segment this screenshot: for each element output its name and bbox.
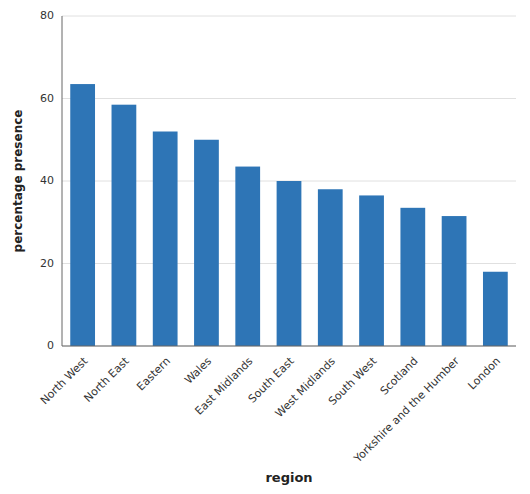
- grid-line: [62, 16, 516, 17]
- x-tick-label: North West: [38, 354, 91, 407]
- y-axis-label: percentage presence: [11, 110, 25, 253]
- y-tick-label: 60: [40, 92, 54, 105]
- x-tick-label: East Midlands: [192, 354, 255, 417]
- x-tick-label: Scotland: [378, 355, 421, 398]
- grid: [62, 16, 516, 346]
- y-tick-label: 80: [40, 9, 54, 22]
- x-tick-label: Eastern: [134, 355, 173, 394]
- chart: 0 20 40 60 80 North WestNorth EastEastern Wale…: [0, 0, 530, 494]
- y-axis: [62, 16, 63, 346]
- x-tick-label: Wales: [182, 354, 214, 386]
- x-axis-label: region: [265, 470, 312, 485]
- bar: [153, 132, 178, 347]
- y-tick-label: 0: [47, 339, 54, 352]
- bar: [235, 167, 260, 346]
- x-tick-label: North East: [81, 354, 132, 405]
- bar: [112, 105, 137, 346]
- x-axis: [62, 346, 516, 347]
- grid-line: [62, 346, 516, 347]
- x-tick-label: West Midlands: [273, 354, 339, 420]
- y-tick-label: 20: [40, 257, 54, 270]
- bar: [277, 181, 302, 346]
- x-tick-label: London: [465, 355, 503, 393]
- chart-container: 0 20 40 60 80 North WestNorth EastEastern Wale…: [0, 0, 530, 494]
- bar: [194, 140, 219, 346]
- bar: [442, 216, 467, 346]
- y-tick-label: 40: [40, 174, 54, 187]
- x-tick-label: South West: [326, 354, 380, 408]
- grid-line: [62, 98, 516, 99]
- bars: [70, 84, 507, 346]
- bar: [400, 208, 425, 346]
- y-ticks: 0 20 40 60 80: [40, 9, 54, 352]
- bar: [318, 189, 343, 346]
- bar: [70, 84, 95, 346]
- bar: [483, 272, 508, 346]
- page: {"chart_data": {"type": "bar", "categori…: [0, 0, 530, 494]
- x-ticks: North WestNorth EastEastern WalesEast Mid…: [38, 354, 503, 466]
- x-tick-label: Yorkshire and the Humber: [351, 354, 462, 465]
- bar: [359, 195, 384, 346]
